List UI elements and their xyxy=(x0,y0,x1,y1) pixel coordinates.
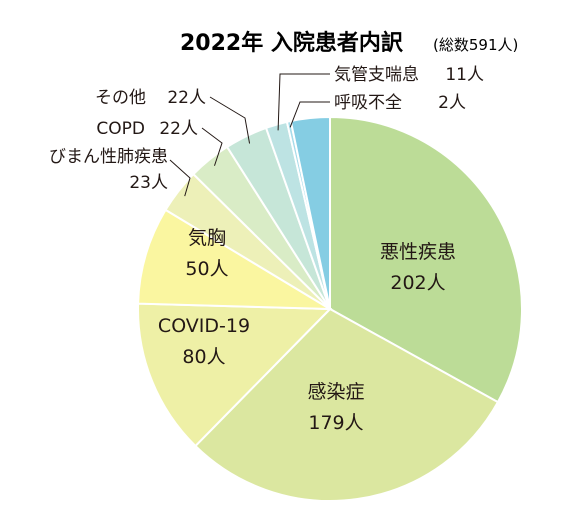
pie-slice-2 xyxy=(194,307,500,502)
slice-value-4: 50人 xyxy=(185,258,228,280)
pie-slice-1 xyxy=(329,115,523,404)
slice-label-9: 呼吸不全 xyxy=(334,93,402,113)
pie-slice-4 xyxy=(137,208,334,311)
leader-line-9 xyxy=(289,101,330,128)
leader-line-7 xyxy=(209,96,251,144)
chart-title: 2022年 入院患者内訳 xyxy=(180,30,404,56)
slice-label-1: 悪性疾患 xyxy=(380,241,456,263)
slice-label-7: その他 xyxy=(95,88,146,108)
slice-value-3: 80人 xyxy=(182,346,225,368)
slice-label-3: COVID-19 xyxy=(158,315,250,337)
slice-label-2: 感染症 xyxy=(307,381,364,403)
slices-layer xyxy=(137,115,523,502)
slice-label-5: びまん性肺疾患 xyxy=(49,147,168,167)
leader-line-6 xyxy=(201,127,223,166)
slice-value-9: 2人 xyxy=(438,93,466,113)
leader-line-5 xyxy=(169,159,191,197)
slice-label-8: 気管支喘息 xyxy=(334,65,419,85)
chart-subtitle: (総数591人) xyxy=(433,36,518,54)
slice-label-4: 気胸 xyxy=(188,227,226,249)
slice-label-6: COPD xyxy=(96,119,145,139)
slice-value-8: 11人 xyxy=(445,65,484,85)
slice-value-2: 179人 xyxy=(308,412,363,434)
pie-slice-3 xyxy=(137,302,333,448)
slice-value-5: 23人 xyxy=(129,173,168,193)
slice-value-1: 202人 xyxy=(390,272,445,294)
slice-value-7: 22人 xyxy=(167,88,206,108)
pie-slice-10 xyxy=(289,115,331,310)
slice-value-6: 22人 xyxy=(159,119,198,139)
leader-line-8 xyxy=(277,73,330,131)
